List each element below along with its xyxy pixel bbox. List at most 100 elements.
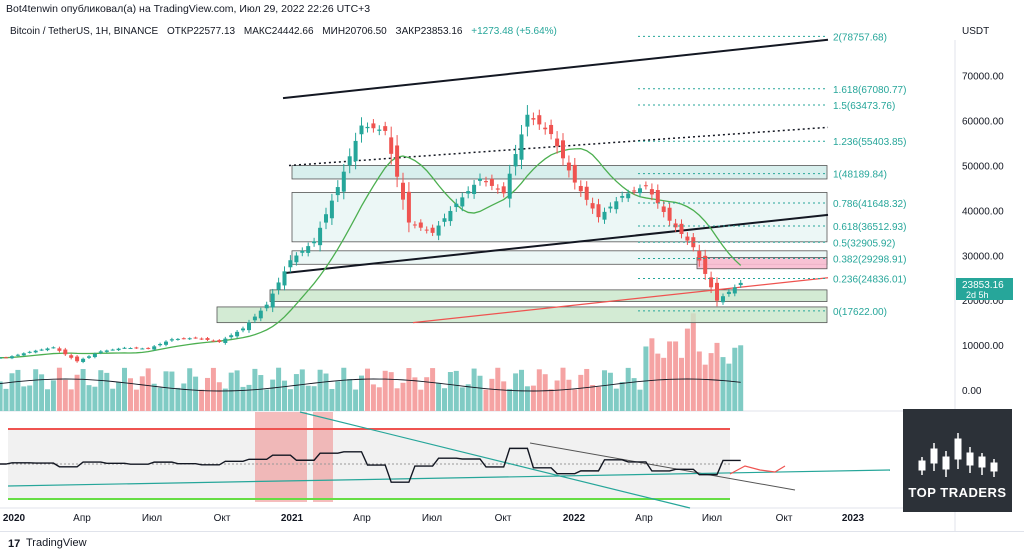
volume-bar [347, 379, 353, 411]
candle-body [81, 358, 86, 362]
legend-high: МАКС24442.66 [243, 26, 314, 37]
candle-body [282, 271, 287, 286]
candle-body [92, 353, 97, 358]
volume-bar [92, 386, 98, 411]
volume-bar [477, 375, 483, 411]
volume-bar [175, 387, 181, 411]
volume-bar [210, 367, 216, 411]
candle-body [158, 343, 163, 346]
volume-bar [128, 378, 133, 411]
candle-body [146, 347, 151, 349]
legend-low: МИН20706.50 [322, 26, 387, 37]
candle-body [199, 338, 204, 340]
candle-body [75, 356, 80, 362]
volume-bar [631, 378, 637, 411]
x-tick-label: Окт [214, 513, 231, 524]
candle-body [543, 127, 548, 130]
volume-bar [726, 363, 732, 411]
candle-body [63, 349, 68, 355]
candle-body [175, 338, 180, 340]
candle-body [87, 356, 91, 358]
candle-body [365, 126, 370, 129]
y-tick-label: 40000.00 [962, 206, 1004, 217]
volume-bar [519, 369, 524, 411]
volume-bar [293, 374, 299, 411]
current-price-tag [956, 278, 1013, 300]
candle-body [229, 335, 234, 338]
volume-bar [554, 380, 560, 411]
candle-body [318, 227, 323, 246]
volume-bar [169, 371, 175, 411]
candle-body [466, 191, 471, 194]
x-tick-label: Окт [776, 513, 793, 524]
candle-body [401, 182, 405, 200]
y-tick-label: 20000.00 [962, 296, 1004, 307]
volume-bar [341, 367, 347, 411]
volume-bar [572, 389, 578, 411]
candle-body [152, 346, 157, 350]
volume-bar [74, 374, 80, 411]
volume-bar [133, 389, 139, 411]
volume-bar [708, 353, 714, 411]
candle-body [572, 164, 577, 183]
volume-bar [157, 387, 163, 411]
rsi-trendline-teal [299, 411, 691, 509]
volume-bar [566, 379, 572, 411]
candle-body [430, 227, 435, 233]
volume-bar [370, 384, 376, 411]
candle-body [679, 223, 684, 234]
price-zone [269, 289, 828, 302]
candle-body [424, 229, 429, 231]
candle-body [241, 328, 245, 331]
tradingview-brand[interactable]: TradingView [26, 537, 87, 549]
legend-symbol[interactable]: Bitcoin / TetherUS, 1H, BINANCE [10, 26, 159, 37]
volume-bar [163, 371, 169, 411]
y-tick-label: 30000.00 [962, 251, 1004, 262]
volume-bar [430, 368, 436, 411]
rsi-projection [729, 465, 786, 475]
candle-body [128, 348, 133, 350]
candle-body [15, 354, 20, 356]
candle-body [655, 190, 660, 204]
volume-bar [501, 381, 507, 411]
price-chart[interactable]: 2(78757.68) 1.618(67080.77) 1.5(63473.76) 1… [0, 0, 1024, 531]
volume-bar [596, 386, 601, 411]
volume-bar [45, 389, 50, 411]
candle-body [10, 356, 14, 359]
volume-bar [483, 389, 489, 411]
candle-body [353, 140, 358, 162]
candle-body [312, 241, 317, 244]
volume-bar [270, 379, 276, 411]
volume-bar [513, 373, 519, 411]
candle-body [721, 296, 725, 303]
tradingview-logo-icon[interactable]: 17 [8, 538, 21, 550]
volume-bar [696, 351, 702, 411]
volume-bar [9, 373, 15, 411]
trendline [282, 213, 829, 275]
candle-body [359, 125, 364, 135]
candle-body [69, 355, 74, 358]
candle-body [472, 184, 477, 195]
volume-bar [282, 380, 287, 411]
volume-bar [222, 388, 228, 411]
volume-bar [418, 389, 424, 411]
volume-bar [104, 372, 110, 411]
x-tick-label: Апр [635, 513, 653, 524]
volume-bar [619, 382, 625, 411]
candle-body [596, 204, 601, 218]
x-tick-label: Июл [702, 513, 722, 524]
candle-body [495, 188, 500, 190]
volume-bar [625, 367, 631, 411]
y-tick-label: 50000.00 [962, 162, 1004, 173]
candle-body [140, 348, 145, 350]
volume-bar [205, 377, 210, 411]
x-tick-label: Окт [495, 513, 512, 524]
candle-body [590, 203, 595, 209]
volume-bar [139, 376, 145, 411]
candle-body [57, 348, 62, 351]
volume-bar [732, 347, 738, 411]
fib-level-label: 2(78757.68) [833, 32, 887, 43]
trendline [412, 277, 829, 324]
volume-bar [584, 368, 590, 411]
candle-body [608, 206, 613, 209]
